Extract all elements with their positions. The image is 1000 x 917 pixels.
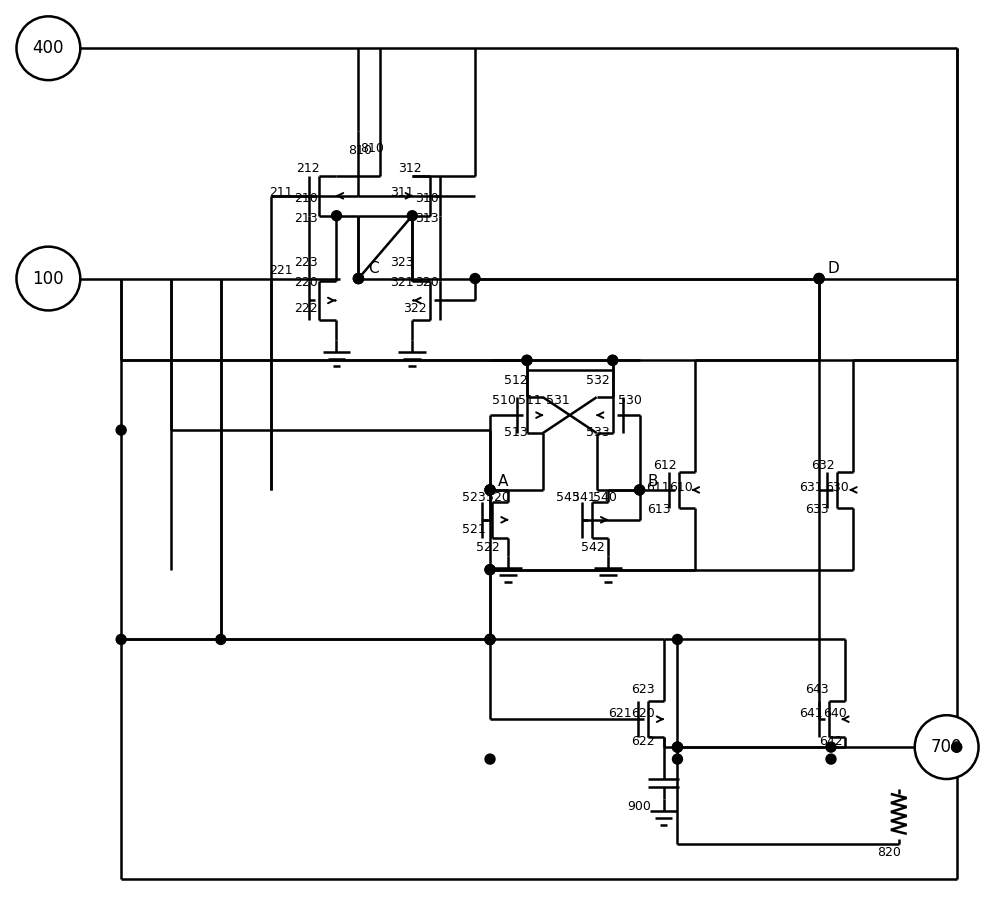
Circle shape [485, 485, 495, 495]
Text: 520: 520 [486, 492, 510, 504]
Text: 531: 531 [546, 393, 570, 406]
Circle shape [485, 635, 495, 645]
Circle shape [470, 273, 480, 283]
Text: 510: 510 [492, 393, 516, 406]
Text: 641: 641 [799, 707, 823, 720]
Circle shape [485, 485, 495, 495]
Text: 212: 212 [297, 162, 320, 175]
Circle shape [608, 355, 618, 365]
Circle shape [522, 355, 532, 365]
Text: 543: 543 [556, 492, 580, 504]
Circle shape [485, 635, 495, 645]
Text: 642: 642 [819, 735, 843, 747]
Text: 100: 100 [33, 270, 64, 288]
Text: 321: 321 [390, 276, 414, 289]
Text: 323: 323 [390, 256, 414, 269]
Circle shape [485, 565, 495, 575]
Text: 623: 623 [632, 683, 655, 696]
Circle shape [608, 355, 618, 365]
Circle shape [672, 742, 682, 752]
Text: 512: 512 [504, 374, 528, 387]
Text: 313: 313 [415, 212, 439, 226]
Text: 521: 521 [462, 524, 486, 536]
Circle shape [407, 211, 417, 221]
Text: 900: 900 [628, 801, 651, 813]
Text: 540: 540 [593, 492, 617, 504]
Circle shape [826, 742, 836, 752]
Text: 400: 400 [33, 39, 64, 57]
Circle shape [485, 485, 495, 495]
Text: 532: 532 [586, 374, 609, 387]
Circle shape [635, 485, 645, 495]
Text: 810: 810 [360, 142, 384, 156]
Text: 221: 221 [269, 264, 292, 277]
Circle shape [635, 485, 645, 495]
Text: 220: 220 [295, 276, 318, 289]
Text: 222: 222 [295, 302, 318, 315]
Text: 542: 542 [581, 541, 605, 554]
Text: B: B [648, 474, 658, 490]
Text: 322: 322 [403, 302, 427, 315]
Text: 700: 700 [931, 738, 962, 757]
Circle shape [485, 565, 495, 575]
Text: 522: 522 [476, 541, 500, 554]
Circle shape [353, 273, 363, 283]
Circle shape [826, 754, 836, 764]
Text: 311: 311 [390, 186, 414, 199]
Circle shape [353, 273, 363, 283]
Text: 632: 632 [811, 459, 835, 472]
Text: 612: 612 [654, 459, 677, 472]
Circle shape [16, 247, 80, 311]
Text: 541: 541 [572, 492, 596, 504]
Circle shape [216, 635, 226, 645]
Circle shape [814, 273, 824, 283]
Text: 613: 613 [648, 503, 671, 516]
Circle shape [814, 273, 824, 283]
Circle shape [672, 635, 682, 645]
Circle shape [915, 715, 979, 779]
Text: D: D [827, 261, 839, 276]
Text: 533: 533 [586, 425, 609, 438]
Circle shape [16, 17, 80, 80]
Circle shape [672, 742, 682, 752]
Text: 810: 810 [348, 145, 372, 158]
Circle shape [116, 425, 126, 435]
Text: 621: 621 [608, 707, 631, 720]
Circle shape [522, 355, 532, 365]
Text: 310: 310 [415, 193, 439, 205]
Circle shape [952, 742, 962, 752]
Text: C: C [368, 261, 379, 276]
Text: 640: 640 [823, 707, 847, 720]
Circle shape [116, 635, 126, 645]
Text: 630: 630 [825, 481, 849, 494]
Text: 530: 530 [618, 393, 642, 406]
Circle shape [485, 754, 495, 764]
Text: 312: 312 [398, 162, 422, 175]
Text: 620: 620 [632, 707, 655, 720]
Circle shape [332, 211, 341, 221]
Circle shape [952, 742, 962, 752]
Text: 223: 223 [295, 256, 318, 269]
Text: 633: 633 [805, 503, 829, 516]
Text: 610: 610 [669, 481, 693, 494]
Text: 643: 643 [805, 683, 829, 696]
Text: 622: 622 [632, 735, 655, 747]
Text: 631: 631 [799, 481, 823, 494]
Text: 511: 511 [518, 393, 542, 406]
Circle shape [353, 273, 363, 283]
Text: 523: 523 [462, 492, 486, 504]
Circle shape [485, 635, 495, 645]
Text: A: A [498, 474, 508, 490]
Text: 211: 211 [269, 186, 292, 199]
Text: 320: 320 [415, 276, 439, 289]
Circle shape [814, 273, 824, 283]
Text: 820: 820 [877, 846, 901, 859]
Circle shape [672, 754, 682, 764]
Text: 513: 513 [504, 425, 528, 438]
Text: 210: 210 [295, 193, 318, 205]
Text: 213: 213 [295, 212, 318, 226]
Text: 611: 611 [647, 481, 670, 494]
